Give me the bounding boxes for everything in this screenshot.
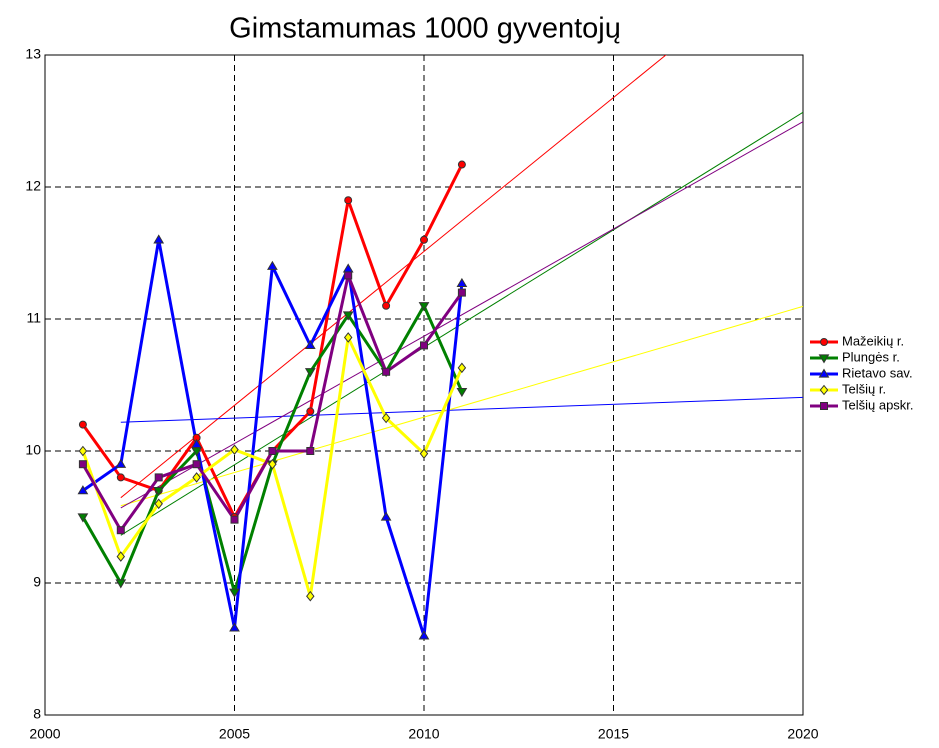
legend-marker: [818, 354, 830, 364]
legend-marker: [819, 384, 829, 396]
marker: [418, 630, 430, 640]
marker: [306, 590, 315, 602]
legend-label: Telšių r.: [842, 381, 886, 396]
legend-label: Telšių apskr.: [842, 397, 914, 412]
marker: [78, 420, 87, 429]
x-tick-label: 2000: [29, 726, 60, 742]
trend-line: [120, 55, 667, 499]
marker: [154, 473, 163, 482]
marker: [306, 407, 315, 416]
marker: [344, 196, 353, 205]
marker: [230, 515, 239, 524]
marker: [382, 301, 391, 310]
x-tick-label: 2015: [598, 726, 629, 742]
marker: [380, 511, 392, 521]
marker: [304, 368, 316, 378]
legend-marker: [818, 368, 830, 378]
marker: [268, 447, 277, 455]
marker: [418, 302, 430, 312]
plot-frame: [44, 54, 804, 716]
marker: [343, 332, 353, 343]
trend-line: [120, 121, 803, 509]
plot-area: [120, 55, 803, 536]
legend-label: Plungės r.: [842, 349, 900, 364]
legend-marker: [820, 338, 828, 346]
marker: [116, 473, 125, 482]
trend-line: [120, 305, 803, 507]
marker: [229, 622, 240, 632]
marker: [78, 445, 88, 457]
y-tick-label: 13: [25, 46, 41, 62]
marker: [154, 498, 163, 510]
y-tick-label: 12: [25, 178, 41, 194]
marker: [382, 367, 391, 376]
marker: [344, 271, 353, 280]
y-tick-label: 11: [26, 310, 41, 326]
marker: [267, 260, 278, 270]
marker: [457, 160, 466, 169]
y-tick-label: 8: [33, 706, 41, 722]
marker: [456, 387, 468, 398]
marker: [115, 458, 127, 468]
marker: [419, 448, 429, 459]
trend-line: [120, 111, 803, 536]
marker: [191, 438, 202, 449]
marker: [153, 486, 165, 497]
marker: [77, 485, 89, 495]
legend-label: Mažeikių r.: [842, 333, 904, 348]
marker: [268, 458, 277, 470]
chart-title: Gimstamumas 1000 gyventojų: [229, 13, 621, 45]
x-tick-label: 2020: [787, 726, 818, 742]
marker: [420, 341, 428, 350]
marker: [306, 447, 315, 455]
legend-label: Rietavo sav.: [842, 365, 913, 380]
marker: [153, 234, 165, 244]
marker: [229, 588, 240, 598]
marker: [192, 460, 201, 469]
legend-marker: [820, 402, 828, 410]
marker: [115, 579, 127, 589]
trend-line: [120, 396, 803, 423]
y-tick-label: 10: [25, 442, 41, 458]
x-tick-label: 2005: [219, 726, 250, 742]
marker: [116, 551, 126, 562]
marker: [192, 472, 201, 483]
marker: [457, 288, 466, 297]
x-tick-label: 2010: [408, 726, 439, 742]
marker: [77, 513, 89, 523]
marker: [456, 277, 468, 288]
marker: [116, 526, 125, 535]
marker: [457, 362, 467, 374]
marker: [420, 235, 428, 244]
marker: [230, 444, 239, 455]
marker: [342, 311, 354, 321]
marker: [304, 339, 316, 350]
marker: [78, 460, 87, 469]
marker: [381, 412, 391, 424]
y-tick-label: 9: [33, 574, 41, 590]
